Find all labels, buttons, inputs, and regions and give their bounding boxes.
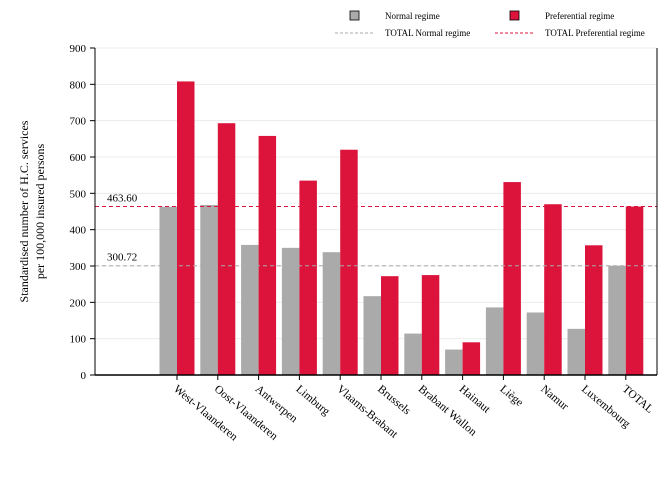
legend-label: TOTAL Preferential regime (545, 28, 645, 38)
legend-swatch (349, 10, 360, 21)
x-tick-label: Brussels (375, 383, 413, 418)
bar-preferential-regime (421, 275, 440, 375)
bars (159, 81, 644, 376)
x-tick-label: TOTAL (620, 383, 656, 416)
legend: Normal regime Preferential regime TOTAL No… (335, 10, 645, 38)
y-tick-label: 300 (70, 261, 87, 273)
bar-normal-regime (485, 307, 504, 375)
bar-preferential-regime (381, 276, 399, 375)
axes: 0100200300400500600700800900West-Vlaande… (70, 43, 658, 444)
legend-label: Preferential regime (545, 11, 614, 21)
reference-lines: 300.72 463.60 (95, 193, 657, 267)
bar-normal-regime (526, 312, 545, 375)
y-tick-label: 900 (70, 43, 87, 55)
bar-preferential-regime (585, 245, 603, 375)
x-tick-label: Liège (497, 383, 525, 409)
bar-preferential-regime (299, 180, 317, 375)
y-tick-label: 800 (70, 79, 87, 91)
bar-normal-regime (281, 247, 300, 375)
x-tick-label: Hainaut (457, 383, 493, 416)
legend-label: Normal regime (385, 11, 440, 21)
legend-swatch (509, 10, 520, 21)
bar-normal-regime (608, 265, 626, 375)
bar-normal-regime (404, 333, 422, 375)
x-tick-label: Namur (538, 383, 570, 413)
y-tick-label: 500 (70, 188, 87, 200)
bar-normal-regime (200, 204, 218, 375)
bar-preferential-regime (625, 206, 644, 375)
bar-normal-regime (322, 252, 341, 375)
y-tick-label: 200 (70, 297, 87, 309)
bar-normal-regime (567, 328, 585, 375)
reference-line-label: 300.72 (107, 252, 137, 264)
bar-preferential-regime (544, 204, 562, 375)
bar-preferential-regime (340, 149, 358, 375)
legend-label: TOTAL Normal regime (385, 28, 470, 38)
bar-normal-regime (241, 244, 259, 375)
y-tick-label: 400 (70, 225, 87, 237)
bar-preferential-regime (217, 123, 236, 376)
y-tick-label: 700 (70, 116, 87, 128)
bar-preferential-regime (258, 135, 277, 375)
bar-normal-regime (159, 206, 177, 375)
y-tick-label: 600 (70, 152, 87, 164)
y-axis-label-line1: Standardised number of H.C. services (17, 120, 31, 302)
y-axis-label-line2: per 100,000 insured persons (33, 144, 47, 280)
bar-preferential-regime (503, 182, 521, 375)
y-tick-label: 0 (81, 370, 87, 382)
bar-normal-regime (363, 296, 381, 375)
y-tick-label: 100 (70, 334, 87, 346)
bar-normal-regime (445, 349, 463, 375)
x-tick-label: Limburg (293, 383, 332, 418)
bar-preferential-regime (177, 81, 195, 375)
bar-preferential-regime (462, 342, 481, 375)
reference-line-label: 463.60 (107, 193, 138, 205)
